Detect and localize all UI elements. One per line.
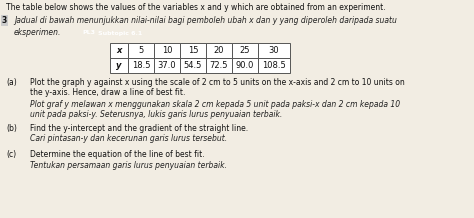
Text: Plot the graph y against x using the scale of 2 cm to 5 units on the x-axis and : Plot the graph y against x using the sca… — [30, 78, 405, 87]
Text: 10: 10 — [162, 46, 172, 55]
Text: The table below shows the values of the variables x and y which are obtained fro: The table below shows the values of the … — [6, 3, 386, 12]
Text: (b): (b) — [6, 124, 17, 133]
Text: 25: 25 — [240, 46, 250, 55]
Text: Subtopic 6.1: Subtopic 6.1 — [98, 31, 142, 36]
Text: y: y — [116, 61, 122, 70]
Text: Jadual di bawah menunjukkan nilai-nilai bagi pemboleh ubah x dan y yang diperole: Jadual di bawah menunjukkan nilai-nilai … — [14, 16, 397, 25]
Text: unit pada paksi-y. Seterusnya, lukis garis lurus penyuaian terbaik.: unit pada paksi-y. Seterusnya, lukis gar… — [30, 110, 282, 119]
Text: (c): (c) — [6, 150, 16, 159]
Text: 37.0: 37.0 — [158, 61, 176, 70]
Text: Determine the equation of the line of best fit.: Determine the equation of the line of be… — [30, 150, 205, 159]
Text: eksperimen.: eksperimen. — [14, 28, 61, 37]
Text: 72.5: 72.5 — [210, 61, 228, 70]
Text: x: x — [116, 46, 122, 55]
Text: 30: 30 — [269, 46, 279, 55]
Text: 54.5: 54.5 — [184, 61, 202, 70]
Text: Plot graf y melawan x menggunakan skala 2 cm kepada 5 unit pada paksi-x dan 2 cm: Plot graf y melawan x menggunakan skala … — [30, 100, 400, 109]
Text: 15: 15 — [188, 46, 198, 55]
Text: the y-axis. Hence, draw a line of best fit.: the y-axis. Hence, draw a line of best f… — [30, 88, 185, 97]
Text: Cari pintasan-y dan kecerunan garis lurus tersebut.: Cari pintasan-y dan kecerunan garis luru… — [30, 134, 227, 143]
Text: 108.5: 108.5 — [262, 61, 286, 70]
Text: 20: 20 — [214, 46, 224, 55]
Text: (a): (a) — [6, 78, 17, 87]
Text: 90.0: 90.0 — [236, 61, 254, 70]
Text: Tentukan persamaan garis lurus penyuaian terbaik.: Tentukan persamaan garis lurus penyuaian… — [30, 161, 227, 170]
Text: 18.5: 18.5 — [132, 61, 150, 70]
Text: 3: 3 — [2, 16, 7, 25]
Text: PL3: PL3 — [82, 31, 95, 36]
Text: Find the y-intercept and the gradient of the straight line.: Find the y-intercept and the gradient of… — [30, 124, 248, 133]
Text: 5: 5 — [138, 46, 144, 55]
